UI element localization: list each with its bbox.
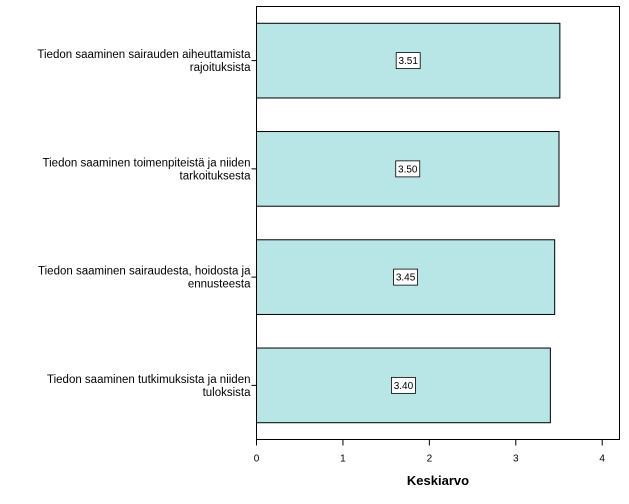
data-label: 3.40	[394, 381, 414, 392]
category-label: Tiedon saaminen sairauden aiheuttamista	[37, 49, 251, 61]
category-label: rajoituksista	[190, 62, 251, 74]
data-label-box	[395, 52, 421, 70]
data-label-box	[391, 376, 416, 394]
data-label-box	[393, 268, 418, 286]
data-label: 3.50	[398, 164, 418, 175]
data-label-box	[395, 160, 421, 178]
x-axis: Tiedon saaminen sairauden aiheuttamistar…	[37, 49, 620, 465]
category-label: Tiedon saaminen toimenpiteistä ja niiden	[43, 157, 251, 169]
data-label: 3.45	[396, 273, 416, 284]
category-label: tuloksista	[203, 387, 252, 399]
x-tick-label: 1	[340, 454, 346, 465]
x-tick-label: 2	[427, 454, 433, 465]
category-label: ennusteesta	[188, 279, 251, 291]
x-tick-label: 0	[254, 454, 260, 465]
category-label: Tiedon saaminen sairaudesta, hoidosta ja	[38, 266, 251, 278]
x-tick-label: 3	[513, 454, 519, 465]
data-label: 3.51	[398, 56, 418, 67]
x-tick-label: 4	[599, 454, 605, 465]
category-label: tarkoituksesta	[180, 170, 252, 182]
x-axis-title: Keskiarvo	[407, 473, 469, 488]
category-label: Tiedon saaminen tutkimuksista ja niiden	[47, 374, 251, 386]
